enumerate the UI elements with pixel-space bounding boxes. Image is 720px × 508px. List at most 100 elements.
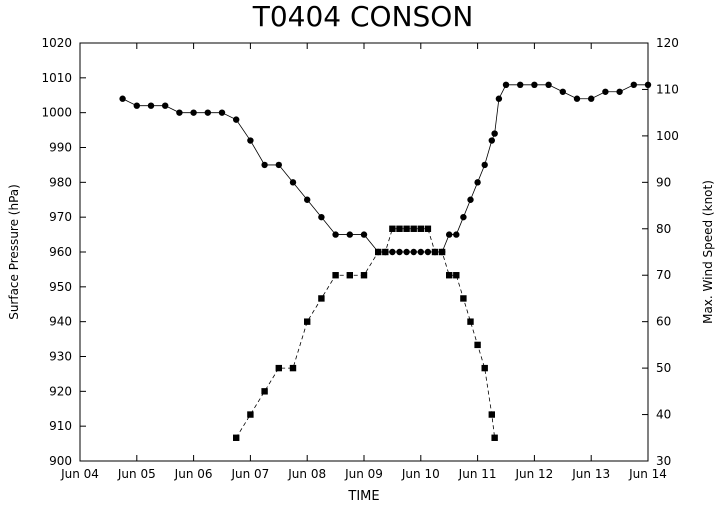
pressure-point — [346, 231, 353, 238]
pressure-point — [602, 88, 609, 95]
y-tick-label: 980 — [49, 175, 72, 189]
pressure-point — [453, 231, 460, 238]
wind-point — [417, 225, 424, 232]
pressure-point — [147, 102, 155, 109]
wind-point — [396, 225, 403, 232]
pressure-point — [517, 81, 524, 89]
wind-point — [332, 272, 339, 279]
y2-tick-label: 110 — [656, 82, 679, 96]
pressure-point — [119, 95, 126, 102]
pressure-point — [389, 248, 396, 256]
pressure-point — [491, 130, 498, 137]
y-tick-label: 910 — [49, 419, 72, 433]
x-tick-label: Jun 04 — [60, 467, 99, 481]
pressure-point — [502, 81, 510, 89]
y2-tick-label: 80 — [656, 222, 671, 236]
wind-point — [360, 272, 368, 279]
pressure-point — [289, 179, 297, 186]
x-axis-label: TIME — [347, 489, 379, 504]
pressure-point — [424, 248, 432, 256]
wind-point — [261, 388, 268, 395]
pressure-point — [559, 88, 566, 95]
pressure-point — [396, 248, 403, 256]
pressure-point — [431, 248, 439, 256]
wind-point — [275, 364, 282, 372]
pressure-point — [438, 248, 446, 256]
pressure-point — [162, 102, 169, 109]
y-tick-label: 940 — [49, 315, 72, 329]
pressure-point — [474, 179, 481, 186]
pressure-point — [460, 213, 467, 221]
pressure-point — [531, 81, 538, 89]
y2-tick-label: 30 — [656, 454, 671, 468]
wind-point — [467, 318, 474, 325]
x-tick-label: Jun 08 — [287, 467, 326, 481]
pressure-point — [573, 95, 581, 102]
y2-tick-label: 70 — [656, 268, 671, 282]
wind-point — [453, 272, 460, 279]
pressure-point — [630, 81, 637, 89]
y2-tick-label: 60 — [656, 315, 671, 329]
wind-point — [491, 434, 498, 441]
pressure-point — [446, 231, 453, 238]
pressure-point — [204, 109, 211, 116]
pressure-point — [403, 248, 410, 256]
pressure-point — [133, 102, 140, 109]
pressure-point — [190, 109, 197, 116]
x-tick-label: Jun 12 — [514, 467, 553, 481]
wind-point — [389, 225, 396, 232]
y-tick-label: 990 — [49, 141, 72, 155]
y-tick-label: 920 — [49, 384, 72, 398]
x-tick-label: Jun 11 — [458, 467, 497, 481]
y-tick-label: 950 — [49, 280, 72, 294]
pressure-point — [375, 248, 382, 256]
pressure-point — [488, 137, 495, 144]
wind-point — [410, 225, 417, 232]
y-tick-label: 1020 — [41, 36, 72, 50]
pressure-point — [616, 88, 623, 95]
pressure-point — [495, 95, 503, 102]
pressure-point — [233, 116, 240, 123]
wind-point — [460, 295, 467, 302]
y-tick-label: 970 — [49, 210, 72, 224]
pressure-point — [644, 81, 652, 89]
wind-point — [474, 341, 481, 349]
pressure-point — [481, 161, 488, 169]
x-tick-label: Jun 09 — [344, 467, 383, 481]
y-axis-label: Surface Pressure (hPa) — [7, 184, 21, 320]
wind-point — [233, 434, 240, 441]
x-tick-label: Jun 06 — [174, 467, 213, 481]
pressure-point — [382, 248, 389, 256]
pressure-point — [360, 231, 368, 238]
y2-axis-label: Max. Wind Speed (knot) — [701, 180, 715, 324]
pressure-point — [304, 196, 311, 203]
x-tick-label: Jun 14 — [628, 467, 667, 481]
pressure-point — [247, 137, 254, 144]
pressure-point — [545, 81, 552, 89]
pressure-point — [332, 231, 339, 238]
wind-point — [403, 225, 410, 232]
wind-point — [289, 364, 297, 372]
y2-tick-label: 90 — [656, 175, 671, 189]
wind-point — [318, 295, 325, 302]
pressure-point — [588, 95, 595, 102]
y-tick-label: 930 — [49, 350, 72, 364]
pressure-point — [218, 109, 226, 116]
y2-tick-label: 40 — [656, 408, 671, 422]
pressure-point — [176, 109, 183, 116]
wind-point — [424, 225, 432, 232]
wind-point — [488, 411, 495, 418]
wind-point — [446, 272, 453, 279]
pressure-point — [275, 161, 282, 169]
wind-point — [346, 272, 353, 279]
x-tick-label: Jun 13 — [571, 467, 610, 481]
y2-tick-label: 120 — [656, 36, 679, 50]
x-tick-label: Jun 10 — [401, 467, 440, 481]
wind-line — [235, 228, 496, 438]
x-tick-label: Jun 05 — [117, 467, 156, 481]
wind-point — [481, 364, 488, 372]
pressure-point — [417, 248, 424, 256]
y-tick-label: 1000 — [41, 106, 72, 120]
pressure-point — [467, 196, 474, 203]
